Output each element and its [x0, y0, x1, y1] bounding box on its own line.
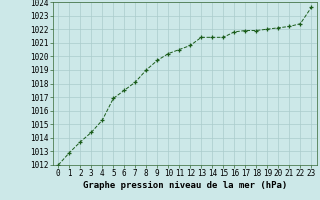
X-axis label: Graphe pression niveau de la mer (hPa): Graphe pression niveau de la mer (hPa) — [83, 181, 287, 190]
